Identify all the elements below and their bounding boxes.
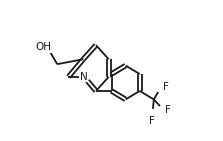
- Text: F: F: [149, 116, 155, 126]
- Text: OH: OH: [35, 42, 51, 52]
- Text: F: F: [165, 105, 171, 115]
- Text: N: N: [80, 72, 88, 82]
- Text: F: F: [163, 82, 168, 92]
